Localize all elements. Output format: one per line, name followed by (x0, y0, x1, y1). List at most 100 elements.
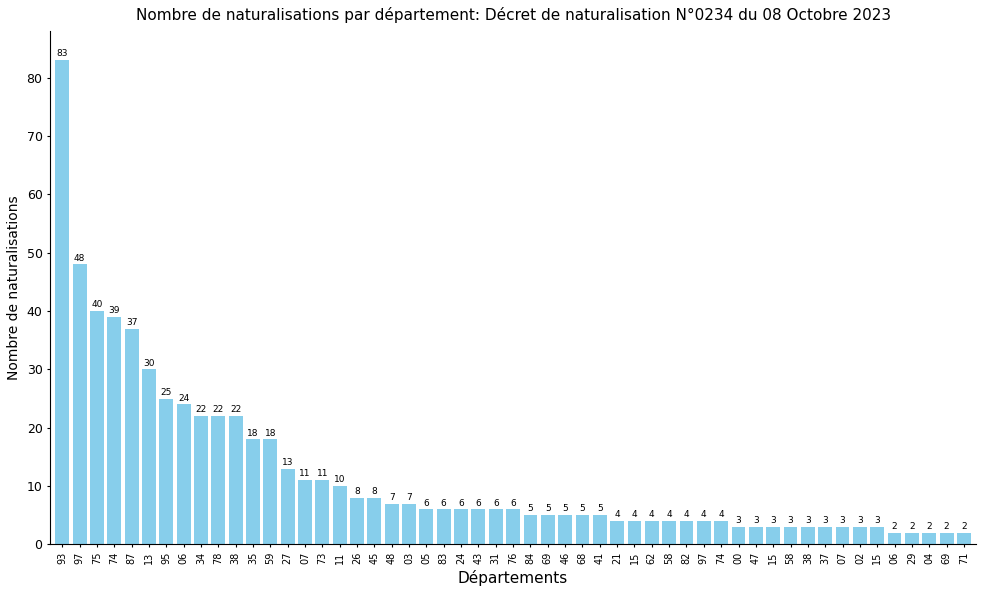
Text: 5: 5 (597, 505, 603, 514)
Bar (610, 521, 624, 544)
Text: 3: 3 (823, 516, 828, 525)
Text: 3: 3 (787, 516, 793, 525)
Bar (575, 515, 590, 544)
Bar (558, 515, 572, 544)
Text: 10: 10 (334, 475, 345, 484)
Text: 11: 11 (299, 470, 311, 479)
Bar (905, 533, 919, 544)
Text: 4: 4 (649, 511, 655, 519)
Bar (593, 515, 607, 544)
Bar (73, 264, 87, 544)
Bar (194, 416, 208, 544)
Text: 8: 8 (354, 487, 360, 496)
Bar (524, 515, 538, 544)
Text: 2: 2 (926, 522, 932, 531)
Bar (350, 498, 364, 544)
Text: 39: 39 (108, 306, 120, 315)
Bar (333, 486, 347, 544)
Text: 2: 2 (944, 522, 950, 531)
Bar (229, 416, 243, 544)
Bar (783, 527, 797, 544)
Bar (922, 533, 936, 544)
Bar (663, 521, 676, 544)
Text: 13: 13 (282, 458, 294, 467)
Text: 6: 6 (510, 499, 516, 508)
Text: 48: 48 (74, 254, 86, 263)
Text: 5: 5 (528, 505, 534, 514)
Text: 3: 3 (771, 516, 776, 525)
Bar (472, 509, 486, 544)
Bar (384, 503, 399, 544)
Text: 6: 6 (424, 499, 430, 508)
Bar (316, 480, 329, 544)
Bar (368, 498, 381, 544)
Bar (541, 515, 554, 544)
Text: 37: 37 (126, 318, 138, 327)
Bar (107, 317, 121, 544)
Text: 4: 4 (632, 511, 637, 519)
Bar (454, 509, 468, 544)
Text: 22: 22 (230, 405, 241, 415)
Text: 4: 4 (666, 511, 672, 519)
Bar (749, 527, 763, 544)
Text: 8: 8 (372, 487, 377, 496)
Bar (940, 533, 954, 544)
Y-axis label: Nombre de naturalisations: Nombre de naturalisations (7, 196, 21, 380)
Bar (731, 527, 745, 544)
Text: 22: 22 (196, 405, 206, 415)
Text: 4: 4 (701, 511, 707, 519)
Bar (715, 521, 728, 544)
Text: 24: 24 (178, 394, 190, 403)
Text: 6: 6 (458, 499, 464, 508)
Text: 25: 25 (160, 388, 172, 397)
Text: 6: 6 (440, 499, 446, 508)
Text: 6: 6 (492, 499, 498, 508)
Bar (836, 527, 849, 544)
Text: 7: 7 (406, 493, 412, 502)
Bar (211, 416, 225, 544)
Text: 11: 11 (317, 470, 328, 479)
Bar (645, 521, 659, 544)
Text: 2: 2 (909, 522, 915, 531)
Text: 5: 5 (580, 505, 585, 514)
Bar (263, 439, 277, 544)
Bar (420, 509, 434, 544)
Bar (436, 509, 450, 544)
X-axis label: Départements: Départements (458, 570, 568, 586)
Text: 3: 3 (874, 516, 880, 525)
Bar (679, 521, 693, 544)
Bar (159, 398, 173, 544)
Text: 4: 4 (719, 511, 724, 519)
Text: 4: 4 (684, 511, 689, 519)
Bar (125, 329, 139, 544)
Bar (767, 527, 781, 544)
Bar (177, 404, 191, 544)
Text: 40: 40 (91, 300, 102, 310)
Bar (90, 311, 104, 544)
Bar (246, 439, 260, 544)
Text: 7: 7 (389, 493, 394, 502)
Bar (281, 468, 295, 544)
Text: 18: 18 (248, 429, 259, 438)
Text: 3: 3 (735, 516, 741, 525)
Bar (489, 509, 502, 544)
Text: 3: 3 (857, 516, 863, 525)
Bar (142, 369, 156, 544)
Bar (298, 480, 312, 544)
Bar (853, 527, 867, 544)
Text: 2: 2 (892, 522, 897, 531)
Text: 3: 3 (753, 516, 759, 525)
Bar (402, 503, 416, 544)
Bar (818, 527, 833, 544)
Text: 6: 6 (476, 499, 482, 508)
Bar (957, 533, 971, 544)
Bar (55, 60, 69, 544)
Text: 5: 5 (545, 505, 550, 514)
Bar (888, 533, 901, 544)
Text: 3: 3 (839, 516, 845, 525)
Text: 18: 18 (264, 429, 276, 438)
Text: 4: 4 (614, 511, 620, 519)
Text: 5: 5 (562, 505, 568, 514)
Bar (801, 527, 815, 544)
Bar (506, 509, 520, 544)
